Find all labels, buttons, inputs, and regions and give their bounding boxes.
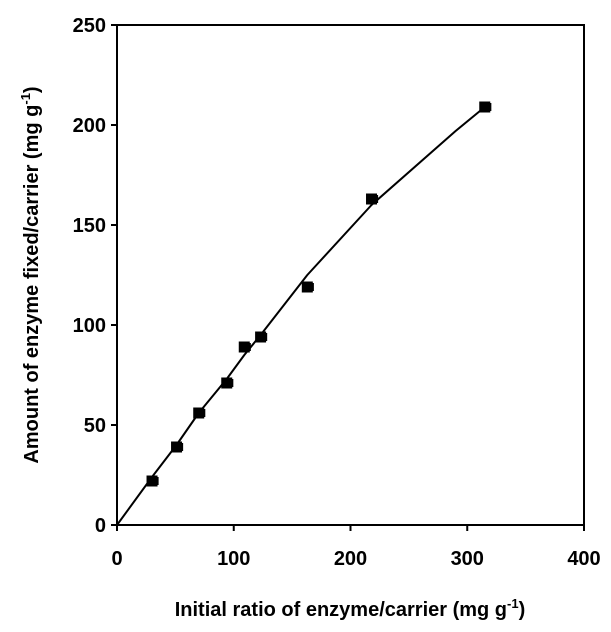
y-axis-label-close: ) [21, 86, 43, 93]
data-point-marker [146, 475, 158, 487]
y-tick-label: 100 [73, 315, 106, 337]
y-tick-label: 0 [95, 515, 106, 537]
x-tick-label: 100 [217, 548, 250, 570]
x-axis-label-main: Initial ratio of enzyme/carrier (mg g [175, 599, 507, 621]
data-point-marker [171, 441, 183, 453]
x-axis-label: Initial ratio of enzyme/carrier (mg g-1) [175, 596, 526, 621]
y-tick-label: 150 [73, 215, 106, 237]
x-tick-label: 300 [451, 548, 484, 570]
x-tick-label: 400 [567, 548, 600, 570]
x-axis-label-superscript: -1 [507, 596, 519, 611]
trend-line-group [116, 106, 486, 526]
data-point-marker [366, 193, 378, 205]
data-point-marker [238, 341, 250, 353]
data-point-marker [301, 281, 313, 293]
data-point-marker [193, 407, 205, 419]
trend-line [116, 106, 486, 526]
y-axis-label-main: Amount of enzyme fixed/carrier (mg g [21, 105, 43, 464]
data-points [146, 101, 492, 487]
y-axis-label-superscript: -1 [18, 93, 33, 105]
plot-area [116, 24, 585, 526]
data-point-marker [221, 377, 233, 389]
y-axis-label: Amount of enzyme fixed/carrier (mg g-1) [18, 86, 43, 463]
x-axis-ticks: 0 100 200 300 400 [111, 525, 601, 570]
x-tick-label: 200 [334, 548, 367, 570]
y-tick-label: 250 [73, 15, 106, 37]
y-axis-ticks: 0 50 100 150 200 250 [73, 15, 117, 537]
data-point-marker [255, 331, 267, 343]
data-point-marker [479, 101, 491, 113]
x-tick-label: 0 [111, 548, 122, 570]
y-tick-label: 50 [84, 415, 106, 437]
x-axis-label-close: ) [519, 599, 526, 621]
y-tick-label: 200 [73, 115, 106, 137]
